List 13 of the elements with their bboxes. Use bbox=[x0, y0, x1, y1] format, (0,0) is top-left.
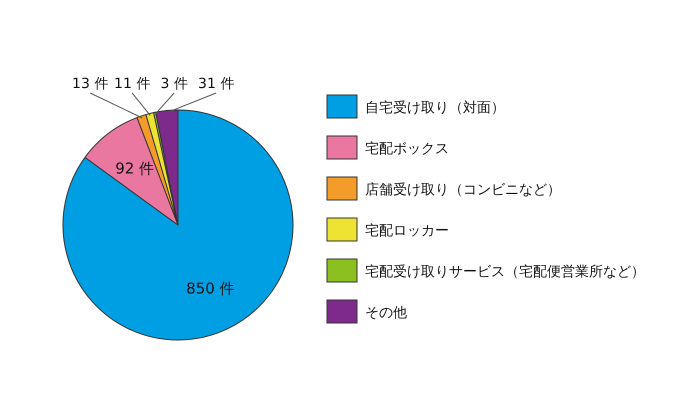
legend-label: 宅配受け取りサービス（宅配便営業所など） bbox=[365, 264, 645, 280]
legend-label: 宅配ロッカー bbox=[365, 223, 449, 239]
data-label: 92 件 bbox=[115, 159, 154, 178]
legend-label: 宅配ボックス bbox=[365, 141, 449, 157]
legend-label: 店舗受け取り（コンビニなど） bbox=[365, 182, 561, 198]
data-label: 13 件 bbox=[72, 76, 108, 92]
pie-slice bbox=[62, 110, 294, 340]
legend-label: 自宅受け取り（対面） bbox=[365, 100, 505, 116]
data-label: 3 件 bbox=[160, 76, 188, 92]
data-label: 31 件 bbox=[198, 76, 234, 92]
data-label: 850 件 bbox=[186, 280, 235, 298]
legend-label: その他 bbox=[365, 305, 407, 321]
data-label: 11 件 bbox=[114, 76, 150, 92]
